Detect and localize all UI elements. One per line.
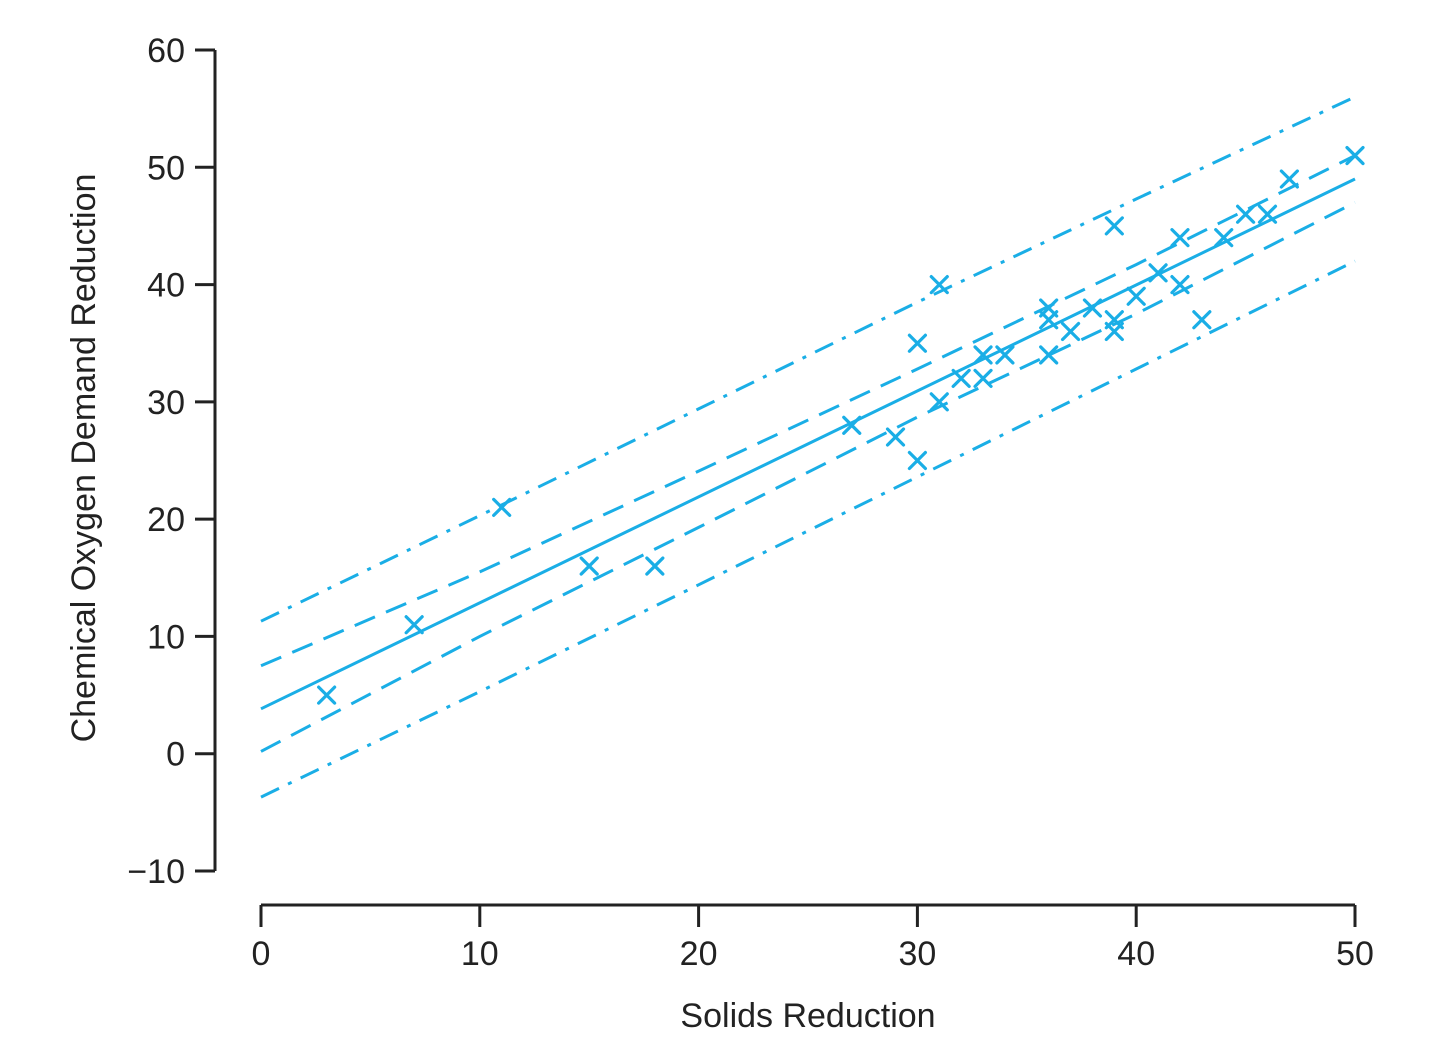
data-point [885, 427, 906, 447]
data-point [929, 392, 949, 412]
x-tick-label: 10 [461, 935, 499, 973]
x-tick-label: 50 [1336, 935, 1374, 973]
x-tick-label: 30 [898, 935, 936, 973]
data-point [907, 450, 927, 471]
y-tick-label: 0 [166, 736, 185, 774]
data-point [929, 274, 949, 295]
data-point [404, 615, 424, 635]
y-tick-label: 40 [147, 267, 185, 305]
y-tick-label: −10 [127, 853, 185, 891]
data-point [907, 333, 927, 353]
prediction-band-upper [260, 95, 1356, 623]
data-point [1345, 145, 1365, 166]
data-point [842, 415, 862, 435]
x-tick-label: 0 [252, 935, 271, 973]
axes: −10 0 10 20 30 40 50 60 0 10 20 30 40 50 [127, 32, 1374, 973]
data-point [1236, 204, 1256, 224]
data-point [1104, 310, 1124, 330]
regression-line-group [260, 177, 1356, 711]
y-tick-label: 10 [147, 618, 185, 656]
data-point [1039, 298, 1059, 318]
data-point [1257, 204, 1278, 224]
data-point [317, 685, 337, 705]
data-point [1214, 228, 1234, 248]
data-point [1170, 228, 1190, 248]
y-tick-label: 50 [147, 149, 185, 187]
y-tick-label: 30 [147, 384, 185, 422]
data-point [492, 497, 512, 518]
y-axis-title: Chemical Oxygen Demand Reduction [65, 174, 103, 743]
data-point [645, 556, 665, 576]
data-point [1192, 310, 1212, 330]
y-tick-label: 60 [147, 32, 185, 70]
confidence-band-lower [260, 201, 1356, 753]
data-point [951, 368, 971, 388]
data-point [1060, 321, 1081, 342]
data-point [1039, 345, 1059, 365]
data-point [579, 556, 599, 576]
data-point [1082, 298, 1103, 318]
data-point [995, 345, 1015, 365]
y-tick-label: 20 [147, 501, 185, 539]
x-tick-label: 40 [1117, 935, 1155, 973]
data-point [1104, 216, 1124, 236]
data-point [1148, 263, 1168, 283]
data-point [1126, 286, 1146, 306]
prediction-band-lower [260, 259, 1356, 799]
data-point [1279, 169, 1299, 189]
x-tick-label: 20 [680, 935, 718, 973]
regression-line [260, 177, 1356, 711]
interval-bands [260, 95, 1356, 799]
data-point [973, 345, 993, 365]
data-point [973, 368, 993, 388]
x-axis-title: Solids Reduction [680, 997, 935, 1035]
data-points [317, 145, 1365, 705]
confidence-band-upper [260, 154, 1356, 668]
data-point [1170, 274, 1190, 295]
